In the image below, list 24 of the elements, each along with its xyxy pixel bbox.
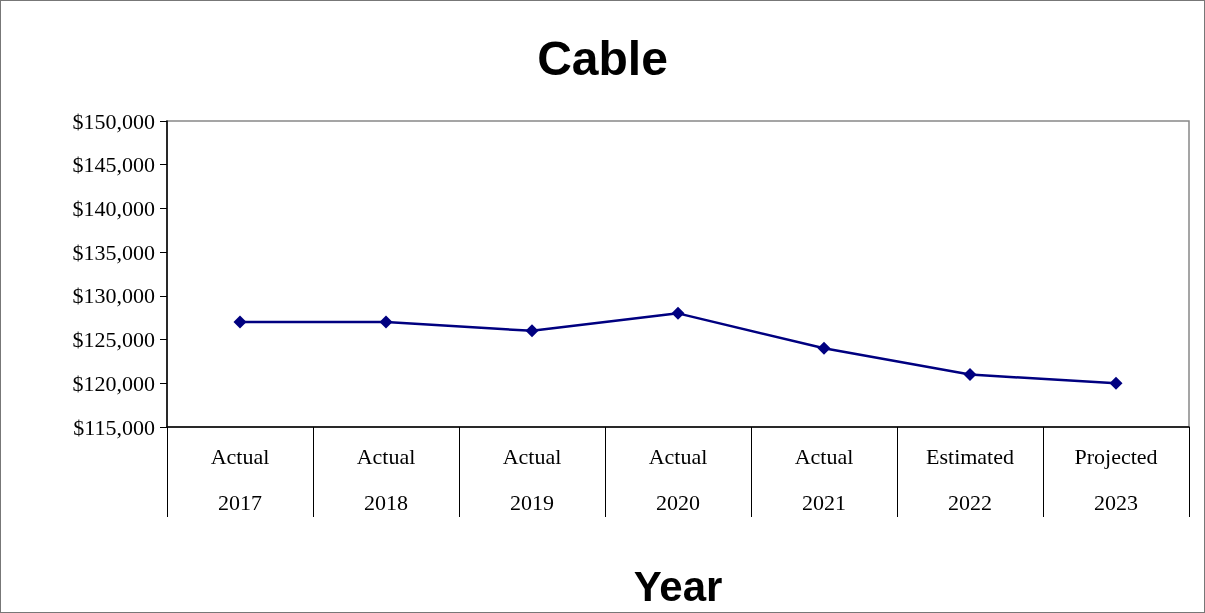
point [817,341,831,355]
y-tick-label: $140,000 [72,195,155,221]
x-tick-label: Actual 2019 [502,443,562,515]
y-tick-label: $115,000 [73,414,155,440]
x-tick-label: Estimated 2022 [926,443,1014,515]
y-tick-label: $145,000 [72,152,155,178]
x-tick-label: Actual 2017 [210,443,270,515]
point [379,315,393,329]
y-tick-label: $130,000 [72,283,155,309]
x-tick-label: Actual 2018 [356,443,416,515]
y-tick-label: $150,000 [72,108,155,134]
y-tick-label: $135,000 [72,239,155,265]
y-tick-label: $125,000 [72,327,155,353]
x-tick-label: Actual 2021 [794,443,854,515]
point [1109,376,1123,390]
point [963,368,977,382]
y-tick-label: $120,000 [72,370,155,396]
chart-title: Cable [537,31,668,85]
point [525,324,539,338]
x-tick-label: Actual 2020 [648,443,708,515]
point [233,315,247,329]
point [671,306,685,320]
x-tick-label: Projected 2023 [1074,443,1158,515]
x-axis-title: Year [633,562,723,610]
